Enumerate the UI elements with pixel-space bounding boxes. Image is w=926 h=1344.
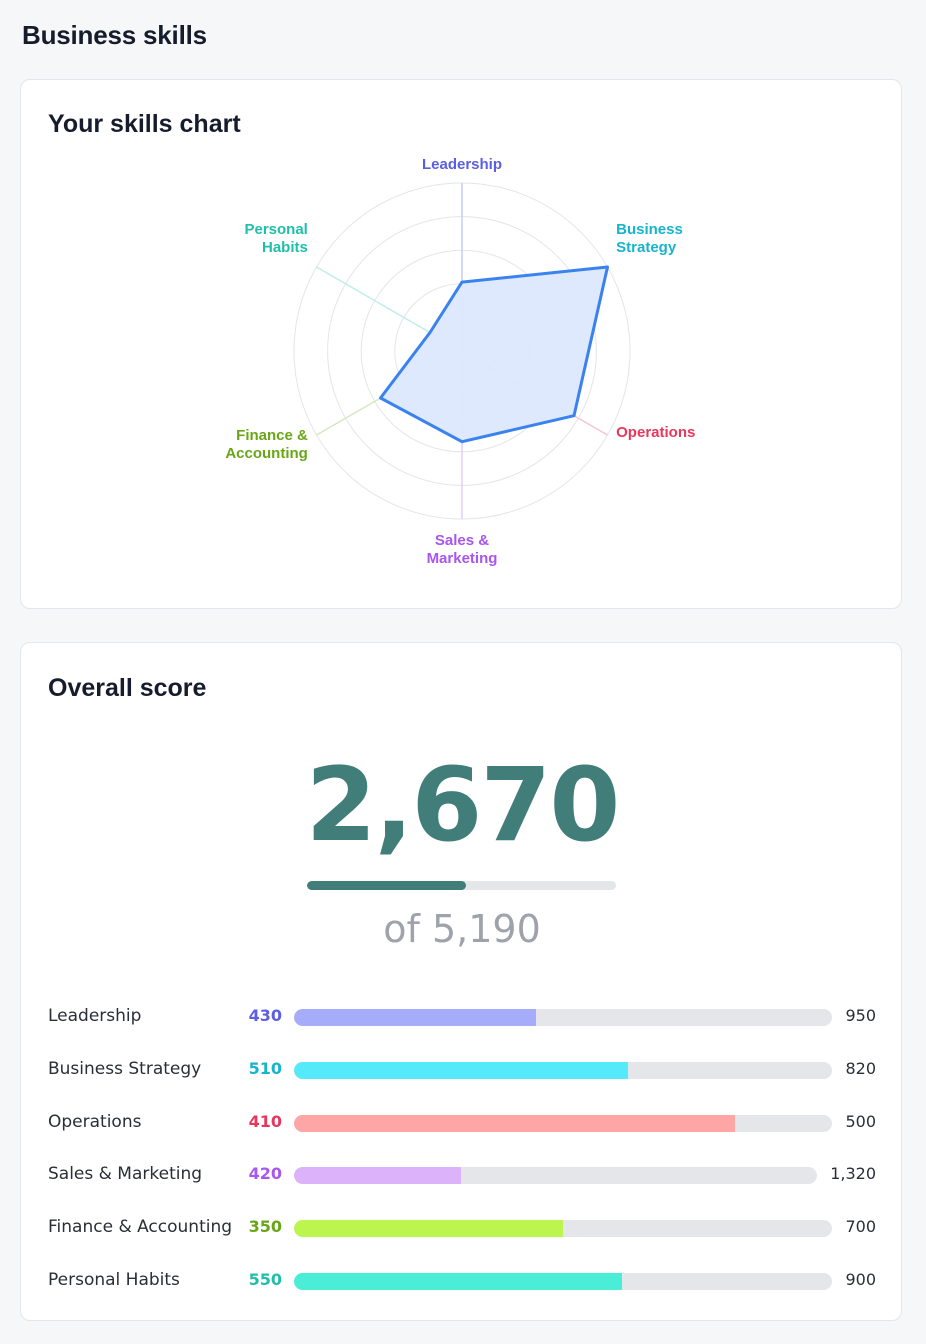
skill-max: 900	[845, 1270, 876, 1289]
overall-score-title: Overall score	[48, 674, 207, 702]
radar-axis-label-line: Accounting	[225, 445, 308, 462]
overall-score-value: 2,670	[305, 746, 621, 865]
skill-name: Leadership	[48, 1006, 142, 1026]
radar-axis-label: Business Strategy	[616, 221, 683, 256]
skills-chart-title: Your skills chart	[48, 110, 241, 138]
skill-max: 500	[845, 1111, 876, 1131]
skill-progress-fill	[294, 1009, 537, 1026]
overall-score-card: Overall score 2,670 of 5,190 Leadership 4…	[20, 642, 902, 1321]
skill-progress-bar	[294, 1114, 832, 1132]
radar-axis-label: Leadership	[422, 156, 502, 173]
radar-axis-label-line: Leadership	[422, 156, 502, 173]
radar-axis-label-line: Finance &	[236, 427, 308, 444]
skill-name: Business Strategy	[48, 1058, 202, 1079]
skill-score: 430	[248, 1006, 282, 1025]
radar-axis-label: Finance & Accounting	[225, 427, 308, 462]
skill-max: 1,320	[830, 1164, 876, 1184]
skill-row: Business Strategy 510 820	[21, 1055, 903, 1085]
overall-progress-fill	[307, 881, 466, 890]
skill-score: 410	[248, 1111, 282, 1131]
radar-axis-label-line: Sales &	[435, 532, 489, 549]
skills-chart-card: Your skills chart Leadership Business Stra…	[20, 79, 902, 609]
skill-score: 420	[248, 1164, 282, 1184]
radar-axis-label: Sales & Marketing	[427, 532, 498, 567]
skill-score: 550	[248, 1270, 282, 1289]
skill-max: 950	[845, 1006, 876, 1025]
overall-progress-bar	[307, 881, 616, 890]
skill-row: Operations 410 500	[21, 1108, 903, 1138]
radar-axis-label-line: Personal	[244, 221, 307, 238]
skill-progress-bar	[294, 1273, 832, 1290]
skill-progress-fill	[294, 1114, 736, 1132]
skill-name: Operations	[48, 1111, 142, 1132]
radar-axis-label-line: Marketing	[427, 550, 498, 567]
skill-progress-bar	[294, 1061, 832, 1079]
skill-score: 350	[248, 1217, 282, 1237]
radar-chart: Leadership Business Strategy Operations Sale…	[225, 156, 695, 567]
skill-row: Finance & Accounting 350 700	[21, 1213, 903, 1243]
page-title: Business skills	[22, 20, 207, 50]
skill-progress-fill	[294, 1220, 563, 1238]
radar-axis-label: Personal Habits	[244, 221, 307, 256]
skill-name: Finance & Accounting	[48, 1217, 233, 1238]
radar-axis-label-line: Strategy	[616, 239, 677, 256]
skill-row: Leadership 430 950	[21, 1002, 903, 1032]
skill-name: Sales & Marketing	[48, 1164, 203, 1185]
radar-skill-area	[379, 265, 609, 444]
radar-axis-label: Operations	[616, 424, 695, 441]
skill-score: 510	[248, 1058, 282, 1078]
radar-axis-label-line: Business	[616, 221, 683, 238]
skill-row: Personal Habits 550 900	[21, 1266, 903, 1296]
skill-progress-fill	[294, 1273, 623, 1290]
skill-row: Sales & Marketing 420 1,320	[21, 1160, 903, 1190]
skill-max: 820	[845, 1058, 876, 1078]
skill-progress-fill	[294, 1167, 462, 1185]
radar-axis-label-line: Operations	[616, 424, 695, 441]
skill-progress-bar	[294, 1009, 832, 1026]
skill-name: Personal Habits	[48, 1270, 180, 1290]
skill-progress-fill	[294, 1061, 628, 1079]
radar-axis-label-line: Habits	[262, 239, 308, 256]
skill-progress-bar	[294, 1220, 832, 1238]
skill-progress-bar	[294, 1167, 817, 1185]
overall-score-total: of 5,190	[383, 907, 541, 951]
skill-max: 700	[845, 1217, 876, 1237]
